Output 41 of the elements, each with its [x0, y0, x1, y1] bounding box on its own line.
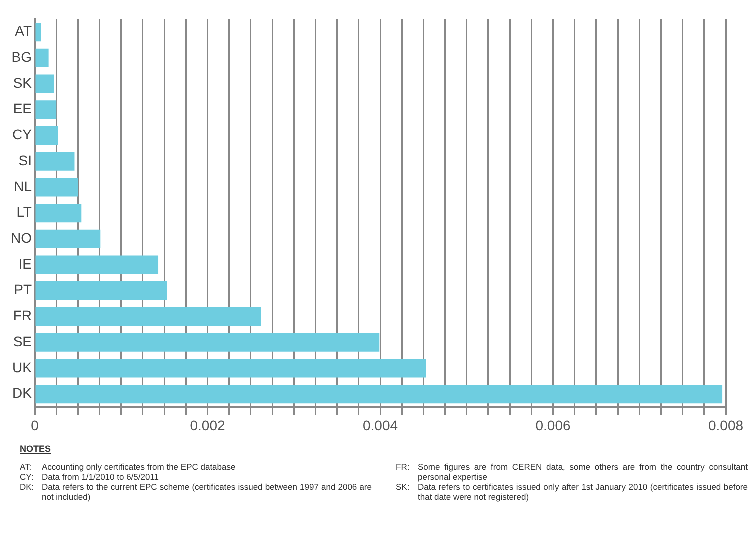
bar: [36, 204, 82, 223]
text: CY: Data from 1/1/2010 to 6/5/2011: [20, 472, 160, 482]
y-tick-label: IE: [18, 256, 32, 272]
y-tick-label: PT: [14, 282, 32, 298]
bar: [36, 48, 49, 68]
y-tick-label: NL: [14, 178, 32, 194]
bar: [36, 178, 78, 197]
bar: [36, 23, 42, 42]
text: AT: Accounting only certificates from the EPC database: [20, 462, 236, 472]
x-tick-label: 0.006: [536, 417, 571, 434]
y-tick-label: LT: [16, 204, 32, 220]
x-tick-label: 0.002: [190, 417, 226, 434]
bar: [36, 384, 723, 404]
y-tick-label: SK: [13, 74, 33, 91]
y-tick-label: UK: [12, 359, 33, 376]
bar: [36, 74, 54, 94]
text: DK: Data refers to the current EPC scheme (certificates issued between 1997 and 2006 are not included): [20, 482, 372, 502]
y-tick-label: FR: [13, 308, 32, 324]
text: SK: Data refers to certificates issued only after 1st January 2010 (certificates issued before that date were not registered): [396, 482, 748, 502]
y-tick-label: SE: [13, 333, 32, 350]
bar: [36, 152, 75, 171]
y-tick-label: DK: [12, 385, 33, 402]
text: FR: Some figures are from CEREN data, some others are from the country consultant personal expertise: [396, 462, 748, 482]
bar: [36, 307, 262, 326]
y-tick-label: NO: [11, 230, 32, 246]
bar: [36, 359, 426, 378]
bar: [36, 230, 101, 248]
y-tick-label: BG: [12, 49, 32, 66]
y-tick-label: AT: [15, 23, 32, 40]
bar: [36, 333, 380, 352]
text: NOTES: [20, 444, 52, 454]
bar: [36, 256, 159, 274]
bar: [36, 282, 168, 300]
bar: [36, 126, 58, 146]
y-tick-label: EE: [13, 100, 32, 117]
x-tick-label: 0.008: [708, 417, 744, 434]
y-tick-label: SI: [18, 152, 32, 168]
bar: [36, 100, 57, 120]
y-tick-label: CY: [12, 126, 33, 143]
x-tick-label: 0: [31, 417, 40, 434]
x-tick-label: 0.004: [362, 417, 398, 434]
